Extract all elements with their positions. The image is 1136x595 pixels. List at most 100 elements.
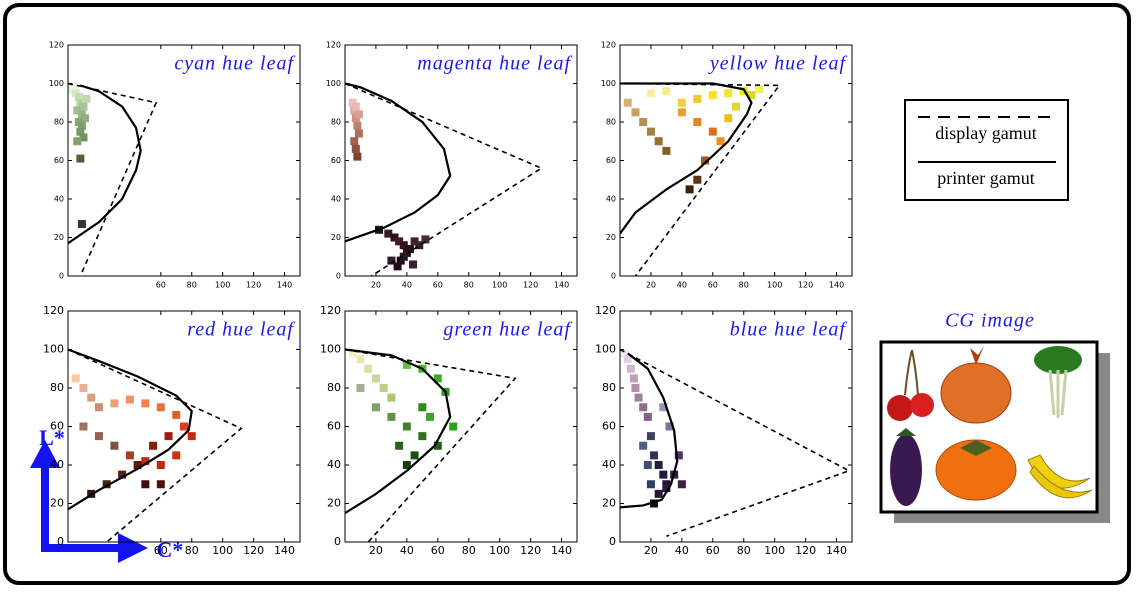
printer-gamut-line <box>68 348 193 511</box>
point <box>356 384 365 392</box>
point <box>732 102 740 111</box>
point <box>395 441 404 450</box>
panel: 0 20 40 60 80 100 120 20 40 60 80 100 120 140 green hu… <box>320 304 578 557</box>
legend: display gamut printer gamut <box>904 99 1069 201</box>
point <box>387 256 396 265</box>
point <box>384 229 393 238</box>
legend-label: display gamut <box>935 123 1037 143</box>
onion-top <box>970 346 984 365</box>
banana <box>1029 465 1093 499</box>
x-tick-label: 40 <box>400 544 414 557</box>
y-tick-label: 100 <box>320 343 341 356</box>
printer-gamut-line <box>345 348 452 515</box>
point <box>87 393 96 402</box>
point <box>626 364 635 373</box>
point <box>662 87 671 96</box>
x-tick-label: 40 <box>402 281 412 290</box>
point <box>421 235 430 244</box>
point <box>94 403 103 412</box>
plot-area <box>68 81 158 276</box>
point <box>716 137 725 146</box>
x-tick-label: 140 <box>551 544 572 557</box>
point <box>133 461 142 469</box>
display-gamut-line <box>68 348 243 542</box>
x-tick-label: 140 <box>277 281 292 290</box>
point <box>387 412 396 421</box>
x-tick-label: 20 <box>646 281 656 290</box>
x-tick-label: 40 <box>675 544 689 557</box>
point <box>677 98 686 107</box>
y-tick-label: 60 <box>602 420 616 433</box>
y-tick-label: 0 <box>59 272 64 281</box>
y-tick-label: 80 <box>602 381 616 394</box>
y-tick-label: 40 <box>327 458 341 471</box>
point <box>395 237 404 246</box>
point <box>631 108 640 117</box>
y-tick-label: 100 <box>595 343 616 356</box>
stalks <box>1048 369 1068 418</box>
frame <box>3 3 1131 585</box>
point <box>650 499 659 508</box>
point <box>371 374 380 383</box>
y-tick-label: 0 <box>334 535 341 548</box>
point <box>110 399 119 408</box>
plot-area <box>620 82 781 276</box>
y-tick-label: 100 <box>601 79 616 88</box>
display-gamut-line <box>620 82 781 276</box>
point <box>674 451 683 460</box>
y-tick-label: 120 <box>595 304 616 317</box>
y-tick-label: 60 <box>54 156 64 165</box>
point <box>646 127 655 136</box>
y-tick-label: 20 <box>50 497 64 510</box>
arrow-head <box>118 533 148 563</box>
point <box>410 237 419 246</box>
panel-title: red hue leaf <box>187 319 295 341</box>
printer-gamut-line <box>620 82 753 235</box>
point <box>701 156 710 165</box>
y-tick-label: 60 <box>606 156 616 165</box>
y-tick-label: 20 <box>331 233 341 242</box>
legend-label: printer gamut <box>937 168 1034 188</box>
image-title: CG image <box>945 310 1035 332</box>
x-tick-label: 140 <box>274 544 295 557</box>
point <box>172 451 181 460</box>
point <box>164 432 173 441</box>
point <box>110 441 119 450</box>
panel-title: yellow hue leaf <box>708 53 848 75</box>
panel: 0 20 40 60 80 100 120 20 40 60 80 100 120 140 blue hue… <box>595 304 853 557</box>
x-tick-label: 100 <box>767 281 782 290</box>
point <box>393 262 402 271</box>
y-tick-label: 100 <box>49 79 64 88</box>
point <box>646 89 655 98</box>
x-tick-label: 120 <box>795 544 816 557</box>
point <box>94 432 103 441</box>
panel-title: magenta hue leaf <box>417 53 572 75</box>
point <box>350 137 359 146</box>
point <box>643 461 652 469</box>
point <box>402 360 411 369</box>
plot-area <box>68 348 243 542</box>
y-tick-label: 40 <box>50 458 64 471</box>
point <box>118 470 127 479</box>
onion <box>940 362 1012 424</box>
point <box>74 92 83 101</box>
y-tick-label: 120 <box>49 41 64 50</box>
point <box>399 241 408 250</box>
point <box>665 422 674 431</box>
point <box>410 451 419 460</box>
y-tick-label: 40 <box>331 195 341 204</box>
panel: 0 20 40 60 80 100 120 60 80 100 120 140 red hue leaf <box>43 304 301 557</box>
point <box>639 118 648 126</box>
y-tick-label: 20 <box>327 497 341 510</box>
point <box>659 470 668 479</box>
y-tick-label: 0 <box>609 535 616 548</box>
x-tick-label: 20 <box>369 544 383 557</box>
y-tick-label: 40 <box>606 195 616 204</box>
x-tick-label: 100 <box>489 544 510 557</box>
x-tick-label: 60 <box>706 544 720 557</box>
x-tick-label: 80 <box>185 544 199 557</box>
printer-gamut-line <box>68 84 142 245</box>
y-tick-label: 40 <box>602 458 616 471</box>
point <box>79 384 88 392</box>
point <box>76 127 85 136</box>
